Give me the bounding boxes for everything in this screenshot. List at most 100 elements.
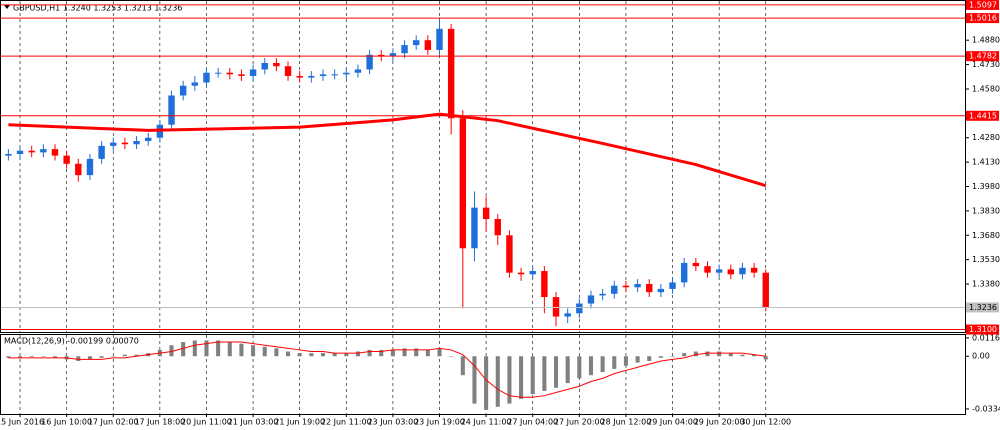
macd-bar (460, 356, 465, 376)
candle-body (16, 150, 24, 154)
macd-bar (216, 340, 221, 357)
candle-body (587, 295, 595, 304)
macd-panel (0, 334, 966, 415)
macd-bar (717, 351, 722, 357)
y-tick-label: 1.3380 (972, 280, 1000, 289)
level-label-box (966, 51, 999, 62)
x-tick-label: 15 Jun 2016 (0, 418, 44, 427)
candle-body (63, 155, 70, 164)
candle-body (98, 145, 105, 159)
level-label-box (966, 110, 999, 121)
y-tick-label: 1.3980 (972, 182, 1000, 191)
candle-body (459, 118, 467, 249)
macd-bar (251, 345, 256, 357)
candle-body (541, 271, 548, 298)
candle-body (5, 153, 12, 156)
macd-bar (577, 356, 582, 379)
macd-bar (682, 353, 687, 357)
macd-bar (635, 356, 640, 363)
macd-bar (181, 342, 186, 357)
macd-bar (169, 345, 174, 357)
macd-bar (507, 356, 512, 404)
signal-line (8, 341, 766, 398)
x-tick-label: 23 Jun 03:00 (367, 418, 418, 427)
x-tick-label: 21 Jun 03:00 (228, 418, 279, 427)
macd-bar (41, 356, 46, 357)
macd-bar (402, 348, 407, 357)
candle-body (564, 313, 571, 317)
y-tick-label: 1.4130 (972, 158, 1000, 167)
candle-body (133, 140, 140, 145)
candle-body (494, 219, 501, 236)
macd-bar (553, 356, 559, 388)
macd-bar (227, 342, 232, 357)
y-tick-label: 0.01165 (972, 333, 1000, 342)
y-tick-label: 1.3530 (972, 255, 1000, 264)
macd-bar (52, 356, 58, 358)
macd-bar (437, 348, 442, 357)
macd-bar (658, 356, 663, 358)
macd-bar (99, 356, 104, 358)
candle-body (401, 45, 408, 54)
candle-body (482, 207, 490, 220)
candle-body (331, 74, 338, 76)
x-tick-label: 17 Jun 18:00 (134, 418, 185, 427)
x-tick-label: 27 Jun 20:00 (554, 418, 605, 427)
macd-bar (76, 356, 81, 361)
candle-body (447, 28, 455, 119)
candle-body (238, 74, 245, 76)
candle-body (28, 150, 35, 153)
macd-bar (693, 351, 698, 357)
candle-body (529, 271, 536, 275)
macd-bar (332, 353, 337, 357)
macd-bar (472, 356, 477, 404)
candle-body (296, 75, 303, 78)
x-tick-label: 22 Jun 11:00 (321, 418, 372, 427)
bid-label-box (966, 302, 999, 313)
candle-body (657, 288, 665, 293)
macd-bar (763, 356, 768, 360)
macd-bar (565, 356, 570, 384)
chart-title: GBPUSD,H1 1.3240 1.3253 1.3213 1.3236 (13, 4, 182, 13)
macd-bar (379, 349, 384, 357)
macd-bar (588, 356, 594, 376)
candle-body (75, 163, 82, 176)
candle-body (436, 28, 443, 50)
macd-bar (752, 354, 757, 357)
y-tick-label: 1.4880 (972, 36, 1000, 45)
level-label: 1.4782 (969, 52, 997, 61)
macd-bar (355, 351, 360, 357)
x-tick-label: 28 Jun 12:00 (601, 418, 652, 427)
y-tick-label: 1.3680 (972, 231, 1000, 240)
macd-bar (262, 346, 267, 357)
macd-bar (367, 349, 372, 357)
candle-body (517, 272, 525, 275)
candle-body (261, 62, 268, 70)
macd-bar (600, 356, 605, 373)
macd-bar (239, 343, 244, 357)
macd-bar (425, 349, 430, 357)
candle-body (506, 235, 513, 273)
bid-label: 1.3236 (969, 303, 997, 312)
candle-body (715, 269, 723, 273)
level-label: 1.5097 (969, 0, 997, 9)
macd-bar (297, 353, 302, 357)
candle-body (203, 72, 210, 83)
candle-body (576, 303, 583, 314)
y-tick-label: 1.4730 (972, 60, 1000, 69)
macd-bar (484, 356, 489, 410)
macd-bar (204, 340, 209, 357)
macd-bar (740, 354, 745, 357)
candle-body (145, 137, 152, 141)
moving-average (8, 112, 767, 188)
x-tick-label: 27 Jun 04:00 (507, 418, 558, 427)
candle-body (669, 282, 676, 289)
macd-bar (87, 356, 92, 360)
x-tick-label: 29 Jun 20:00 (694, 418, 745, 427)
candle-body (121, 142, 129, 145)
candle-body (319, 74, 327, 76)
candle-body (727, 269, 735, 275)
candle-body (110, 142, 117, 146)
level-label: 1.4415 (969, 111, 997, 120)
y-tick-label: 0.00 (972, 352, 990, 361)
